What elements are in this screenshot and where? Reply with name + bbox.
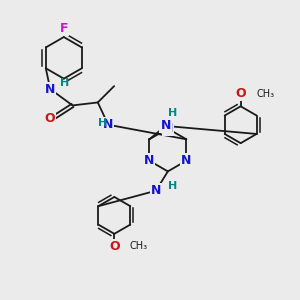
Text: N: N <box>151 184 161 197</box>
Text: N: N <box>103 118 113 131</box>
Text: O: O <box>235 87 246 100</box>
Text: N: N <box>160 119 171 132</box>
Text: H: H <box>98 118 107 128</box>
Text: CH₃: CH₃ <box>256 89 274 99</box>
Text: O: O <box>44 112 55 125</box>
Text: H: H <box>168 181 178 191</box>
Text: F: F <box>60 22 68 35</box>
Text: CH₃: CH₃ <box>130 241 148 251</box>
Text: N: N <box>181 154 192 167</box>
Text: O: O <box>109 240 120 253</box>
Text: N: N <box>144 154 154 167</box>
Text: N: N <box>163 122 173 135</box>
Text: H: H <box>60 77 69 88</box>
Text: N: N <box>45 82 56 96</box>
Text: H: H <box>168 108 177 118</box>
